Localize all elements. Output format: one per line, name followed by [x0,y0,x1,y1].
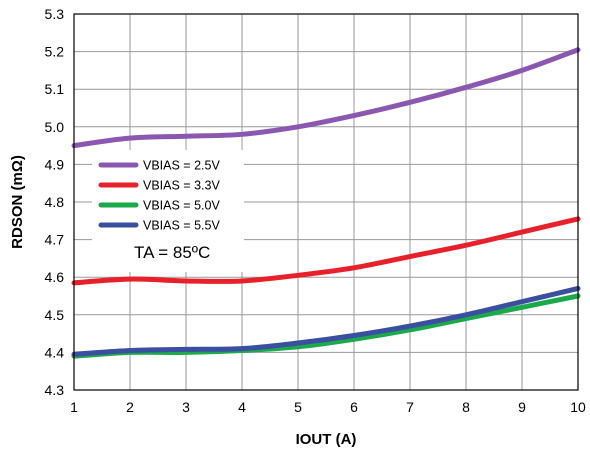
legend-label-1: VBIAS = 2.5V [143,159,220,173]
x-tick-label: 2 [126,399,134,415]
y-tick-label: 4.5 [45,307,65,323]
x-tick-label: 7 [406,399,414,415]
y-axis-title: RDSON (mΩ) [9,155,26,249]
legend: VBIAS = 2.5V VBIAS = 3.3V VBIAS = 5.0V VBIA… [92,150,244,272]
y-tick-label: 4.4 [45,344,65,360]
y-tick-label: 5.0 [45,119,65,135]
x-tick-label: 3 [182,399,190,415]
legend-label-3: VBIAS = 5.0V [143,199,220,213]
x-tick-label: 1 [70,399,78,415]
x-tick-label: 6 [350,399,358,415]
series-line-1 [71,47,581,149]
y-tick-label: 4.7 [45,232,65,248]
x-tick-label: 4 [238,399,246,415]
legend-box [92,150,244,272]
y-tick-label: 4.9 [45,156,65,172]
y-tick-label: 4.8 [45,194,65,210]
y-tick-label: 5.3 [45,6,65,22]
x-tick-label: 8 [462,399,470,415]
legend-label-4: VBIAS = 5.5V [143,219,220,233]
plot-frame [73,13,579,391]
x-tick-label: 9 [518,399,526,415]
y-tick-label: 4.3 [45,382,65,398]
temperature-annotation: TA = 85ºC [134,243,210,262]
y-tick-label: 4.6 [45,269,65,285]
y-tick-label: 5.1 [45,81,65,97]
x-tick-label: 5 [294,399,302,415]
x-tick-labels: 1 2 3 4 5 6 7 8 9 10 [70,399,586,415]
y-tick-labels: 4.3 4.4 4.5 4.6 4.7 4.8 4.9 5.0 5.1 5.2 5.3 [45,6,65,398]
series-line-4 [71,285,581,357]
legend-label-2: VBIAS = 3.3V [143,179,220,193]
series-line-2 [71,216,581,286]
series-lines [71,47,581,359]
x-tick-label: 10 [570,399,586,415]
x-axis-title: IOUT (A) [296,431,357,448]
y-tick-label: 5.2 [45,44,65,60]
